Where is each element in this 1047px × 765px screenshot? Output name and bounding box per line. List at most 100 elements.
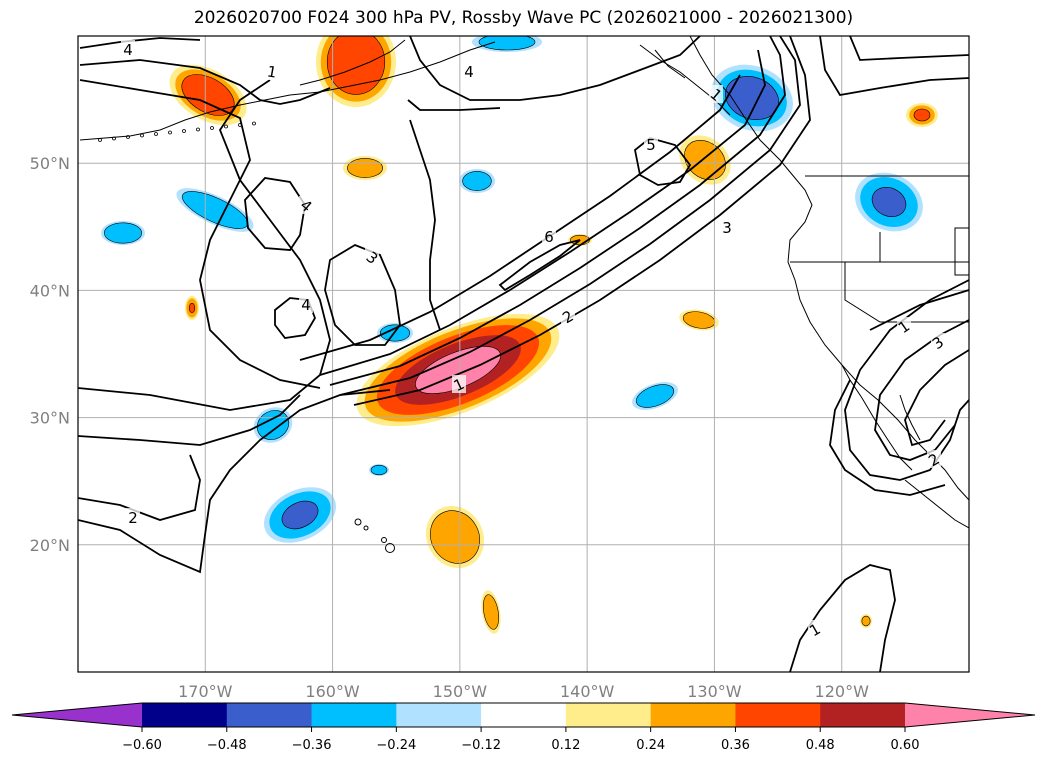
- island: [112, 136, 116, 141]
- anomaly-fill: [861, 615, 871, 627]
- colorbar-tick-label: 0.36: [721, 738, 750, 753]
- contour-label-bg: [265, 62, 279, 80]
- coastline: [654, 49, 686, 79]
- colorbar-tick-label: 0.12: [551, 738, 580, 753]
- anomaly-alaska-positive: [316, 36, 396, 107]
- colorbar-tick-label: 0.48: [806, 738, 835, 753]
- anomaly-fill: [104, 222, 143, 244]
- coastline: [299, 39, 406, 86]
- colorbar-extend-min: [12, 703, 142, 727]
- contour-label-bg: [931, 333, 945, 351]
- island: [168, 130, 172, 135]
- pv-contour: [498, 239, 581, 292]
- anomaly-fill: [281, 500, 319, 530]
- y-tick-label: 30°N: [30, 409, 70, 428]
- island: [154, 132, 158, 136]
- x-tick-label: 120°W: [815, 682, 870, 701]
- contour-label-bg: [808, 620, 822, 638]
- anomaly-fill: [482, 594, 500, 630]
- pv-contour: [829, 379, 946, 496]
- contour-label-bg: [561, 307, 575, 325]
- anomaly-small-positive: [343, 156, 387, 180]
- anomaly-small-positive: [860, 614, 872, 628]
- pv-contour: [789, 564, 896, 672]
- pv-contour: [79, 79, 321, 389]
- contour-label: 5: [646, 136, 656, 154]
- y-tick-label: 40°N: [30, 281, 70, 300]
- anomaly-small-positive: [481, 590, 501, 634]
- pv-contour: [78, 389, 391, 574]
- colorbar-segment: [226, 703, 313, 727]
- coastline: [904, 479, 969, 529]
- colorbar-segment: [565, 703, 652, 727]
- anomaly-fill: [478, 36, 536, 51]
- colorbar-tick-label: −0.48: [207, 738, 247, 753]
- anomaly-small-negative: [459, 169, 495, 193]
- island: [210, 126, 214, 130]
- island: [363, 525, 369, 531]
- y-tick-label: 50°N: [30, 154, 70, 173]
- colorbar-tick-label: −0.36: [292, 738, 332, 753]
- pv-contour: [79, 59, 331, 105]
- x-tick-label: 170°W: [178, 682, 233, 701]
- contour-label-bg: [542, 227, 556, 245]
- x-tick-label: 160°W: [305, 682, 360, 701]
- pv-contour: [904, 349, 969, 447]
- pv-contour: [844, 279, 969, 481]
- colorbar-tick-label: −0.12: [461, 738, 501, 753]
- anomaly-small-positive: [679, 309, 719, 331]
- coastline: [844, 262, 969, 323]
- anomaly-fill: [347, 158, 383, 178]
- contour-label-bg: [644, 135, 658, 153]
- coastlines: [79, 36, 969, 553]
- contour-label: 4: [123, 41, 133, 59]
- contour-label-bg: [462, 62, 476, 80]
- pv-contour: [78, 79, 331, 411]
- pv-contour: [339, 36, 801, 396]
- anomaly-fill: [871, 187, 907, 217]
- contour-label: 3: [722, 219, 732, 237]
- anomaly-fill: [370, 464, 388, 476]
- island: [354, 518, 362, 526]
- contour-label: 4: [301, 296, 311, 314]
- contour-label-bg: [126, 508, 140, 526]
- pv-contour: [353, 36, 811, 406]
- island: [196, 127, 200, 132]
- colorbar: −0.60 −0.48 −0.36 −0.24 −0.12 0.12 0.24 0.36 0.4…: [11, 702, 1036, 753]
- contour-label-bg: [927, 450, 941, 468]
- anomaly-fill: [326, 36, 386, 95]
- x-tick-label: 140°W: [560, 682, 615, 701]
- pv-contour: [819, 36, 969, 96]
- island: [126, 135, 130, 139]
- colorbar-segment: [820, 703, 906, 727]
- axis-tick-labels: 170°W 160°W 150°W 140°W 130°W 120°W 20°N 30°N 40…: [30, 154, 869, 701]
- contour-label: 4: [464, 63, 474, 81]
- colorbar-segment: [142, 703, 228, 727]
- y-tick-label: 20°N: [30, 536, 70, 555]
- x-tick-label: 130°W: [687, 682, 742, 701]
- island: [98, 138, 102, 142]
- anomaly-fill: [913, 108, 931, 122]
- anomaly-hawaii-positive: [425, 505, 485, 569]
- contour-label: 6: [544, 228, 554, 246]
- anomaly-small-negative: [632, 382, 678, 410]
- anomaly-fill: [188, 302, 196, 314]
- island: [140, 133, 144, 138]
- colorbar-segment: [311, 703, 397, 727]
- pv-contour: [849, 36, 969, 61]
- pv-contour: [78, 394, 301, 446]
- island: [252, 121, 256, 126]
- chart-title: 2026020700 F024 300 hPa PV, Rossby Wave …: [193, 8, 854, 28]
- pv-contour: [874, 319, 969, 461]
- coastline: [899, 394, 921, 441]
- anomaly-fill: [430, 510, 480, 564]
- contour-label-bg: [452, 375, 466, 393]
- contour-label-bg: [299, 196, 313, 214]
- colorbar-tick-label: −0.24: [376, 738, 416, 753]
- anomaly-sw-negative: [263, 487, 337, 543]
- colorbar-tick-label: 0.24: [636, 738, 665, 753]
- pv-contour: [78, 454, 201, 521]
- pv-contour: [319, 49, 766, 376]
